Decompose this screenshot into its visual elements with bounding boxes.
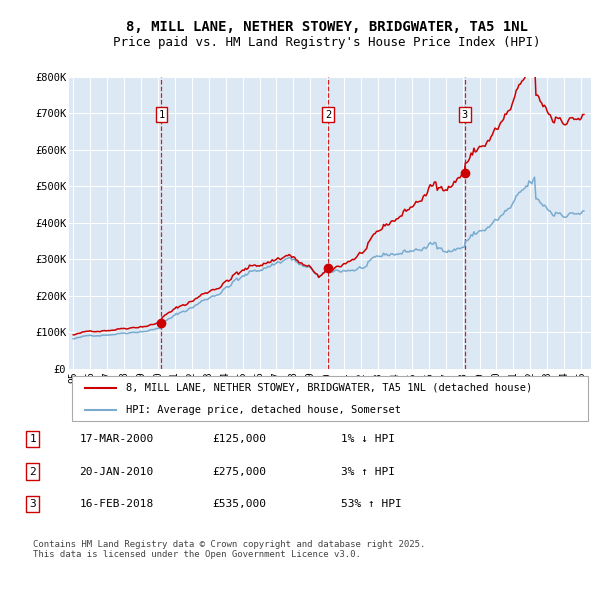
Text: 17-MAR-2000: 17-MAR-2000: [80, 434, 154, 444]
Text: 1% ↓ HPI: 1% ↓ HPI: [341, 434, 395, 444]
Text: 53% ↑ HPI: 53% ↑ HPI: [341, 499, 402, 509]
Text: 8, MILL LANE, NETHER STOWEY, BRIDGWATER, TA5 1NL: 8, MILL LANE, NETHER STOWEY, BRIDGWATER,…: [126, 19, 528, 34]
Text: 3: 3: [461, 110, 468, 120]
Text: 3% ↑ HPI: 3% ↑ HPI: [341, 467, 395, 477]
Text: 16-FEB-2018: 16-FEB-2018: [80, 499, 154, 509]
Text: HPI: Average price, detached house, Somerset: HPI: Average price, detached house, Some…: [127, 405, 401, 415]
Text: 2: 2: [29, 467, 36, 477]
Text: 3: 3: [29, 499, 36, 509]
Text: 1: 1: [29, 434, 36, 444]
Text: 1: 1: [158, 110, 164, 120]
Text: £535,000: £535,000: [212, 499, 266, 509]
FancyBboxPatch shape: [71, 376, 589, 421]
Text: 2: 2: [325, 110, 331, 120]
Text: Contains HM Land Registry data © Crown copyright and database right 2025.
This d: Contains HM Land Registry data © Crown c…: [32, 540, 425, 559]
Text: Price paid vs. HM Land Registry's House Price Index (HPI): Price paid vs. HM Land Registry's House …: [113, 36, 541, 49]
Text: 20-JAN-2010: 20-JAN-2010: [80, 467, 154, 477]
Text: £125,000: £125,000: [212, 434, 266, 444]
Text: £275,000: £275,000: [212, 467, 266, 477]
Text: 8, MILL LANE, NETHER STOWEY, BRIDGWATER, TA5 1NL (detached house): 8, MILL LANE, NETHER STOWEY, BRIDGWATER,…: [127, 383, 533, 393]
